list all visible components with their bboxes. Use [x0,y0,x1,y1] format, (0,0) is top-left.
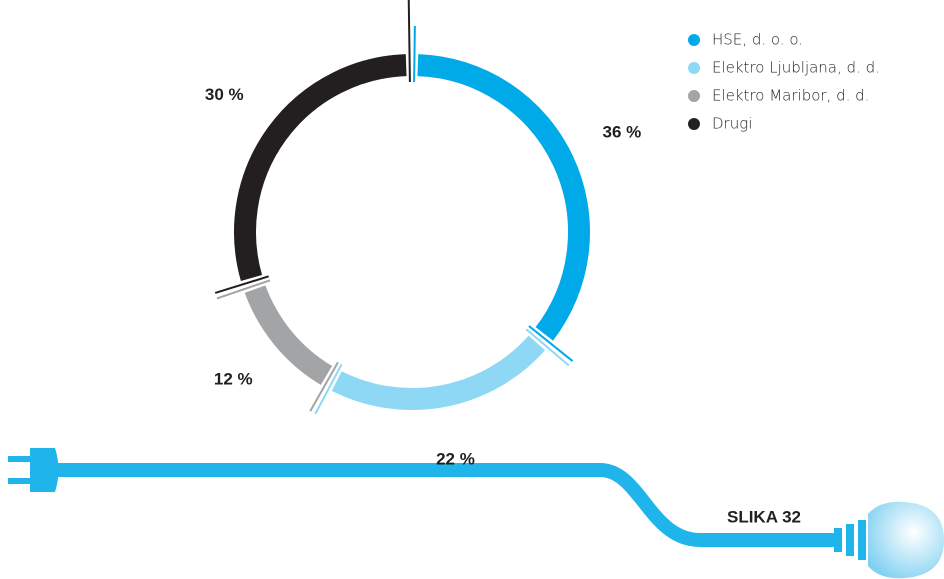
legend-label: HSE, d. o. o. [712,31,803,49]
plug-decoration [8,448,944,579]
segment-tick [528,325,574,362]
segment-tick [525,328,570,367]
segment-tick [413,26,416,83]
segment-tick [407,0,411,83]
legend-marker [688,62,700,74]
data-label: 12 % [214,369,253,388]
data-label: 22 % [436,449,475,468]
legend-marker [688,90,700,102]
legend-label: Elektro Maribor, d. d. [712,87,869,105]
legend-label: Elektro Ljubljana, d. d. [712,59,880,77]
legend-marker [688,34,700,46]
data-label: 30 % [205,85,244,104]
donut-segment [331,335,546,410]
donut-segment [244,285,333,385]
segment-tick [309,361,339,412]
donut-segment [417,54,590,341]
segment-tick [314,363,343,415]
legend-marker [688,118,700,130]
legend-label: Drugi [712,115,752,133]
donut-segment [234,54,407,282]
caption: SLIKA 32 [727,507,801,526]
segment-tick [216,279,271,300]
segment-tick [214,275,270,294]
data-label: 36 % [603,123,642,142]
